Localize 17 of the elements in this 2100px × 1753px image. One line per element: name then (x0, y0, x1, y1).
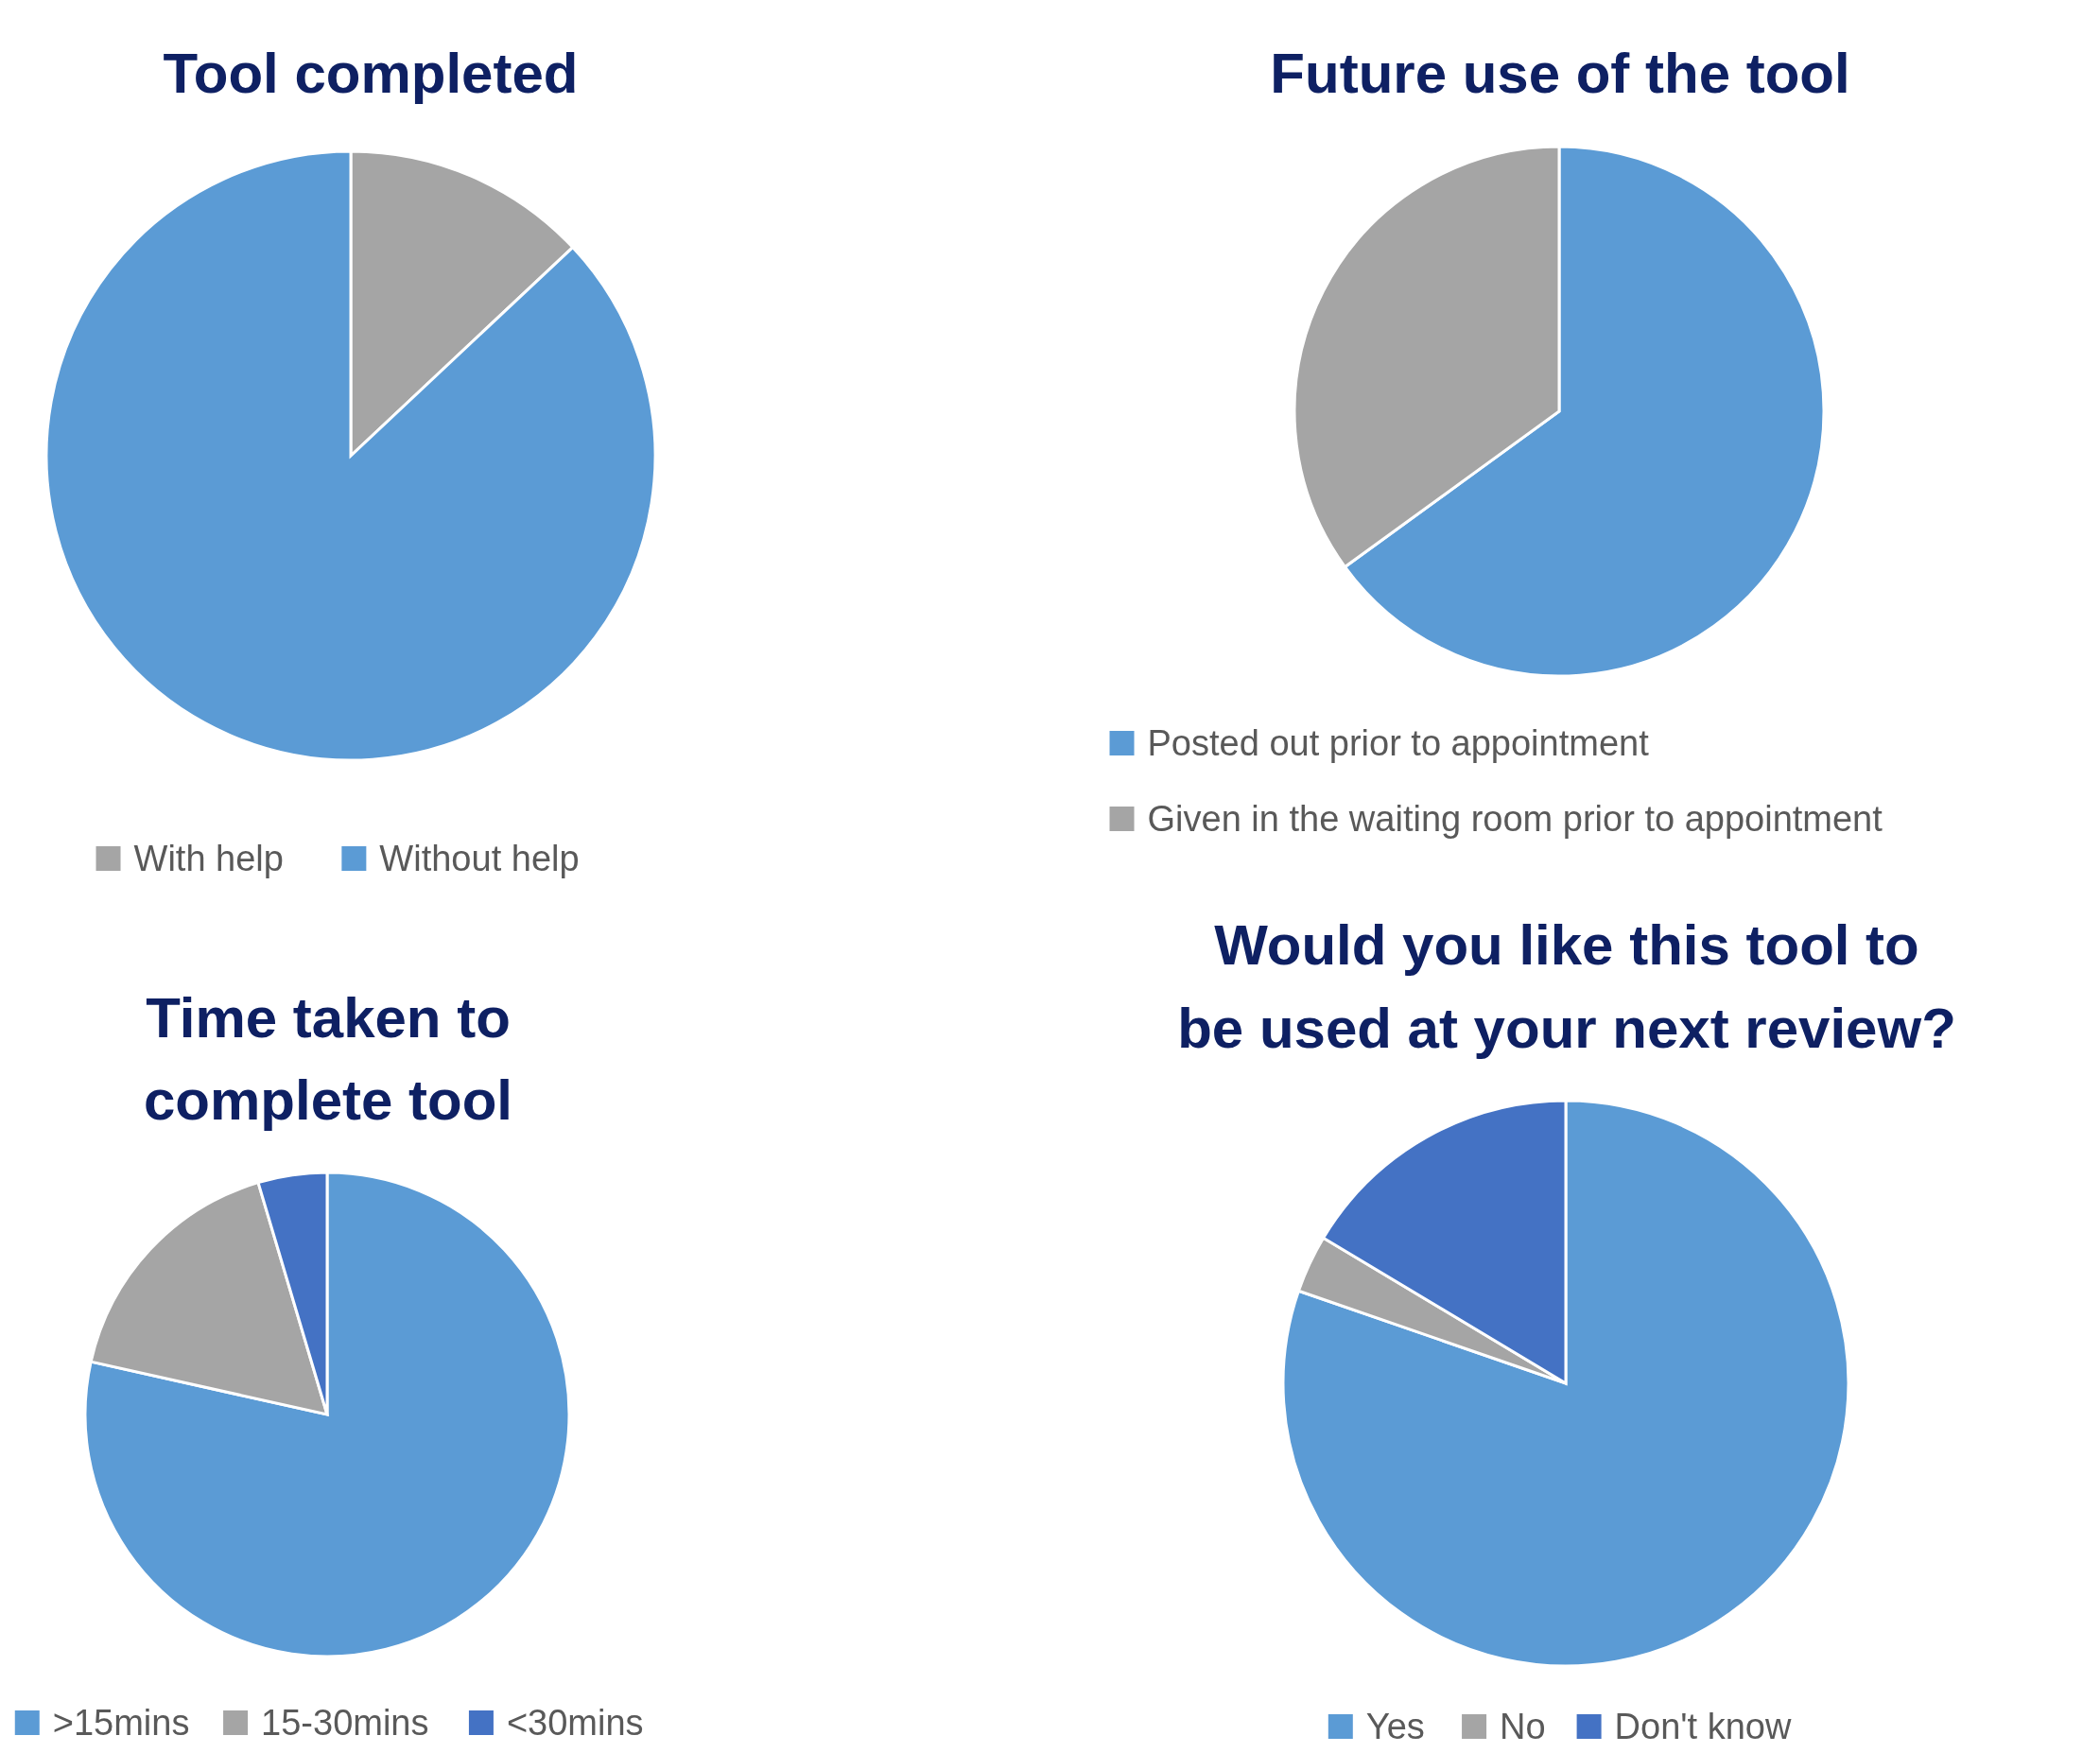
legend-label: Don't know (1614, 1707, 1792, 1746)
legend-label: No (1500, 1707, 1546, 1746)
pie-slice (44, 149, 657, 762)
chart-title: Time taken to complete tool (143, 986, 513, 1132)
chart-title: Tool completed (163, 42, 579, 105)
chart-title: Would you like this tool to be used at your next review? (1177, 913, 1956, 1060)
legend-label: 15-30mins (261, 1703, 429, 1743)
chart-title: Future use of the tool (1270, 42, 1850, 105)
legend-label: <30mins (506, 1703, 644, 1743)
legend-label: With help (133, 839, 284, 878)
pie-slice (83, 1171, 571, 1658)
legend-label: Yes (1365, 1707, 1425, 1746)
legend-label: >15mins (52, 1703, 190, 1743)
legend-label: Without help (379, 839, 580, 878)
pie-slice (1281, 1099, 1850, 1668)
legend-label: Posted out prior to appointment (1147, 723, 1650, 763)
legend-label: Given in the waiting room prior to appointment (1147, 799, 1883, 839)
